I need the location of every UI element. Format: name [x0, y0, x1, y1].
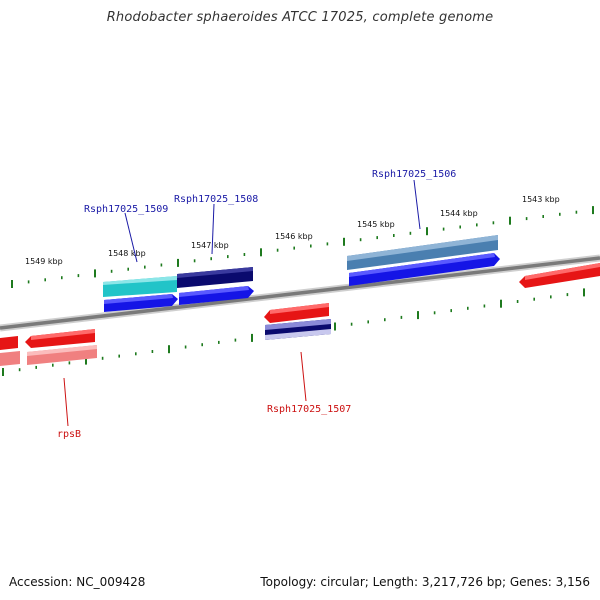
gene-1508-highlight [177, 267, 253, 278]
genome-summary: Topology: circular; Length: 3,217,726 bp… [260, 575, 590, 589]
gene-left-edge-bar[interactable] [0, 351, 20, 366]
genome-backbone-core [0, 256, 600, 330]
cds-right-edge-highlight [525, 263, 600, 280]
gene-feature-1509[interactable] [103, 276, 178, 312]
leader-line-rpsB [63, 377, 69, 427]
scale-label-1545: 1545 kbp [357, 220, 395, 229]
scale-label-1544: 1544 kbp [440, 209, 478, 218]
gene-feature-right-edge[interactable] [519, 263, 600, 288]
cds-rpsB-highlight [31, 329, 95, 340]
gene-feature-left-edge[interactable] [0, 336, 20, 366]
scale-label-1549: 1549 kbp [25, 257, 63, 266]
gene-label-1507[interactable]: Rsph17025_1507 [267, 404, 351, 415]
gene-feature-1507[interactable] [264, 303, 331, 340]
scale-label-1548: 1548 kbp [108, 249, 146, 258]
gene-label-1508[interactable]: Rsph17025_1508 [174, 194, 258, 205]
cds-1508-highlight [179, 286, 249, 297]
scale-label-1546: 1546 kbp [275, 232, 313, 241]
cds-left-edge-arrow[interactable] [0, 336, 18, 350]
gene-1507-highlight [265, 319, 331, 330]
leader-line-1507 [300, 351, 307, 402]
gene-1507-shade [265, 329, 331, 340]
scale-label-1547: 1547 kbp [191, 241, 229, 250]
accession-info: Accession: NC_009428 [9, 575, 146, 589]
upper-scale-ticks [11, 206, 594, 288]
gene-label-rpsB[interactable]: rpsB [57, 429, 81, 440]
genome-title: Rhodobacter sphaeroides ATCC 17025, comp… [106, 10, 494, 25]
gene-label-1506[interactable]: Rsph17025_1506 [372, 169, 456, 180]
leader-line-1506 [413, 179, 421, 230]
gene-1509-highlight [103, 276, 177, 285]
gene-feature-1506[interactable] [347, 235, 500, 286]
cds-1507-highlight [270, 303, 329, 314]
cds-1509-highlight [104, 294, 173, 304]
gene-feature-1508[interactable] [177, 267, 254, 305]
gene-feature-rpsB[interactable] [25, 329, 97, 365]
scale-label-1543: 1543 kbp [522, 195, 560, 204]
cds-1506-highlight [349, 253, 495, 277]
leader-line-1509 [124, 212, 138, 263]
gene-label-1509[interactable]: Rsph17025_1509 [84, 204, 168, 215]
leader-line-1508 [211, 203, 215, 255]
gene-1506-highlight [347, 235, 498, 261]
gene-rpsB-highlight [27, 345, 97, 356]
